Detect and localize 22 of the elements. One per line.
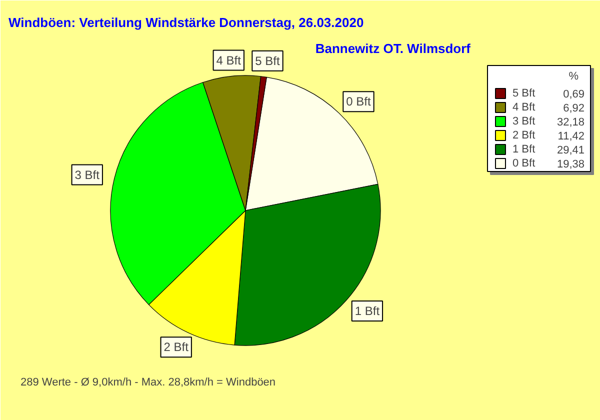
slice-label: 0 Bft (346, 94, 372, 109)
data-label: 29,41 (556, 144, 585, 156)
slice-label: 1 Bft (354, 304, 380, 318)
slice-label: 5 Bft (255, 54, 281, 68)
chart-subtitle: Bannewitz OT. Wilmsdorf (315, 41, 472, 56)
text: 289 Werte - Ø 9,0km/h - Max. 28,8km/h = Windböen (20, 376, 276, 388)
data-label: 0,69 (563, 88, 585, 100)
data-label: 32,18 (556, 116, 585, 128)
legend-label: 5 Bft (512, 88, 536, 100)
data-label: 19,38 (556, 158, 585, 170)
legend-label: 0 Bft (512, 158, 536, 170)
slice-label: 3 Bft (74, 168, 100, 182)
legend-label: 1 Bft (512, 144, 536, 156)
legend-label: 4 Bft (512, 102, 536, 114)
legend-label: 3 Bft (512, 116, 536, 128)
legend-label: 2 Bft (512, 130, 536, 142)
data-label: 6,92 (563, 102, 585, 114)
slice-label: 4 Bft (216, 53, 242, 68)
chart-title: Windböen: Verteilung Windstärke Donnerstag, 26.03.2020 (8, 15, 364, 30)
data-label: 11,42 (558, 130, 585, 142)
slice-label: 2 Bft (164, 340, 190, 354)
legend-title: % (568, 70, 579, 82)
